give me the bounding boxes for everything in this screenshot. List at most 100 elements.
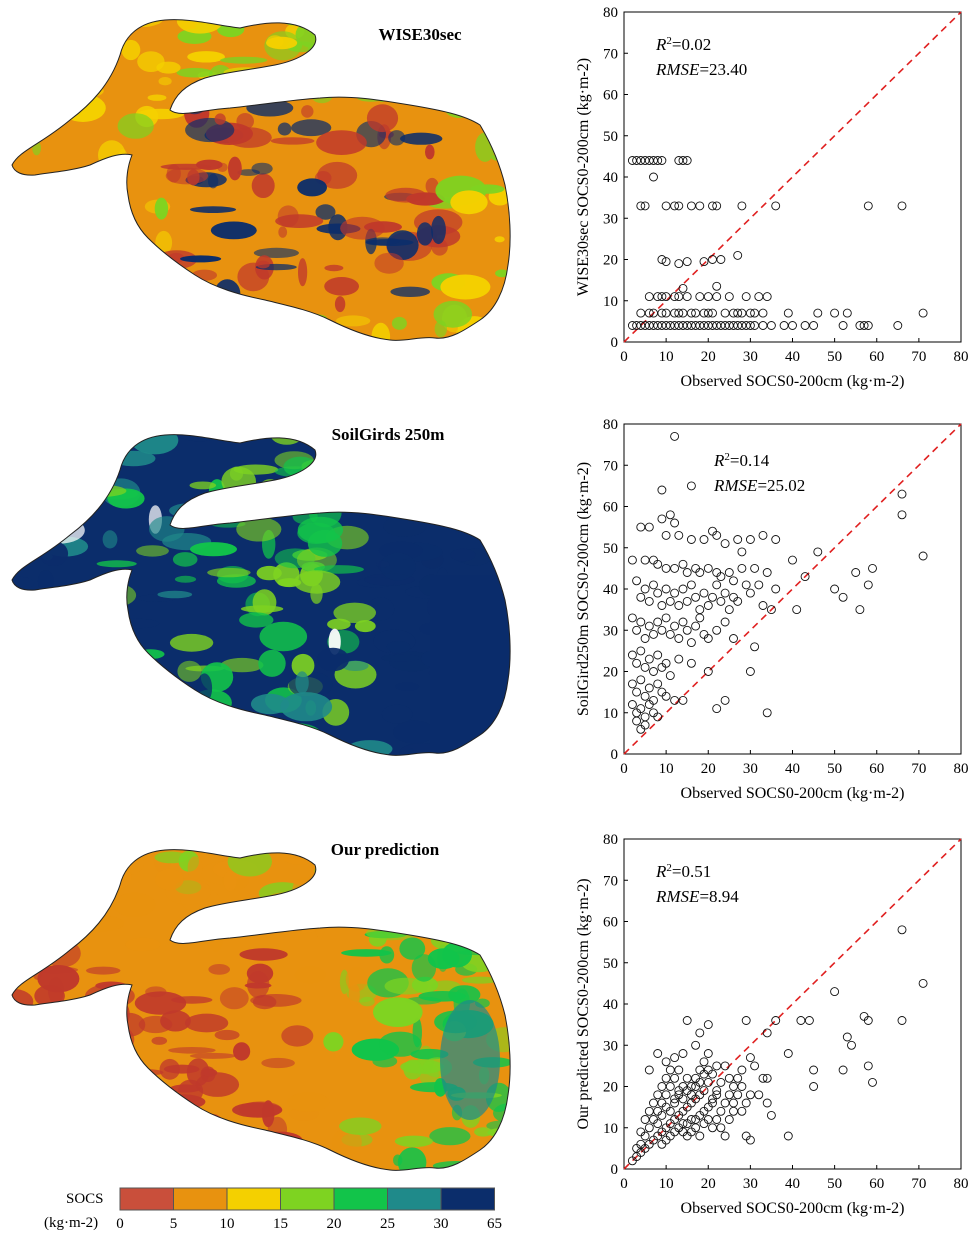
data-point-7 (644, 522, 654, 532)
data-point-14 (804, 1016, 814, 1025)
y-tick-label-30: 30 (603, 1038, 618, 1054)
data-point-129 (678, 695, 688, 705)
y-tick-label-70: 70 (603, 458, 618, 474)
data-point-2 (830, 987, 840, 997)
y-tick-label-10: 10 (603, 1121, 618, 1137)
data-point-33 (678, 283, 688, 293)
data-point-137 (653, 712, 663, 722)
legend-tick-4: 20 (327, 1216, 342, 1232)
data-point-90 (745, 1090, 755, 1100)
data-point-32 (716, 255, 726, 264)
x-tick-label-0: 0 (620, 761, 628, 777)
legend-tick-7: 65 (487, 1216, 502, 1232)
data-point-21 (737, 201, 747, 211)
x-tick-label-20: 20 (701, 349, 716, 365)
data-point-20 (712, 201, 722, 211)
data-point-4 (863, 1016, 873, 1025)
data-point-17 (783, 1049, 793, 1058)
map-title-1: WISE30sec (378, 25, 462, 44)
data-point-24 (897, 201, 907, 211)
y-tick-label-60: 60 (603, 915, 618, 931)
data-point-99 (733, 321, 743, 330)
data-point-15 (670, 201, 680, 211)
data-point-18 (695, 201, 705, 211)
data-point-58 (649, 580, 658, 590)
data-point-68 (691, 592, 701, 602)
data-point-50 (644, 308, 654, 318)
x-tick-label-20: 20 (701, 761, 716, 777)
rmse-annotation: RMSE=25.02 (713, 476, 805, 495)
data-point-142 (640, 720, 650, 730)
data-point-32 (716, 572, 726, 582)
x-tick-label-40: 40 (785, 761, 800, 777)
data-point-125 (653, 679, 663, 689)
x-tick-label-60: 60 (869, 761, 884, 777)
data-point-109 (712, 1115, 722, 1124)
data-point-74 (716, 596, 726, 606)
data-point-27 (661, 257, 671, 267)
rmse-annotation: RMSE=23.40 (655, 60, 747, 79)
data-point-107 (788, 321, 797, 330)
data-point-85 (724, 1115, 734, 1124)
x-tick-label-60: 60 (869, 349, 884, 365)
data-point-120 (632, 687, 642, 697)
data-point-82 (661, 321, 671, 330)
x-tick-label-50: 50 (827, 761, 842, 777)
data-point-37 (745, 1135, 755, 1145)
data-point-139 (686, 1090, 696, 1100)
one-to-one-line (623, 11, 962, 343)
legend-swatch-0 (119, 1187, 174, 1211)
data-point-128 (708, 1094, 717, 1104)
x-tick-label-10: 10 (659, 1176, 674, 1192)
data-point-34 (712, 281, 722, 291)
legend-tick-5: 25 (380, 1216, 395, 1232)
data-point-47 (863, 580, 873, 590)
data-point-86 (729, 1106, 738, 1116)
y-tick-label-0: 0 (611, 1162, 619, 1178)
data-point-5 (670, 518, 680, 528)
x-tick-label-70: 70 (911, 1176, 926, 1192)
data-point-6 (636, 522, 646, 532)
data-point-94 (649, 1098, 658, 1108)
data-point-126 (699, 1119, 709, 1129)
data-point-79 (745, 588, 755, 598)
data-point-113 (729, 1082, 738, 1091)
data-point-106 (632, 658, 642, 668)
data-point-121 (636, 675, 646, 685)
data-point-31 (758, 1073, 768, 1083)
y-tick-label-20: 20 (603, 665, 618, 681)
data-point-59 (653, 588, 663, 598)
data-point-93 (644, 1106, 654, 1116)
legend-swatch-1 (173, 1187, 228, 1211)
data-point-45 (724, 292, 734, 302)
data-point-51 (918, 551, 928, 561)
legend-title-line2: (kg·m-2) (44, 1215, 98, 1231)
data-point-78 (695, 1131, 705, 1141)
data-point-3 (665, 510, 675, 520)
data-point-27 (653, 1049, 663, 1058)
x-tick-label-0: 0 (620, 349, 628, 365)
data-point-19 (741, 1016, 751, 1025)
data-point-72 (670, 1073, 680, 1083)
y-axis-label: WISE30sec SOCS0-200cm (kg·m-2) (575, 58, 592, 296)
y-tick-label-80: 80 (603, 5, 618, 21)
data-point-116 (686, 658, 696, 668)
y-axis-label: SoilGird250m SOCS0-200cm (kg·m-2) (575, 462, 592, 716)
legend-tick-3: 15 (273, 1216, 288, 1232)
data-point-28 (674, 259, 684, 269)
data-point-19 (771, 535, 781, 544)
data-point-41 (788, 555, 797, 565)
y-tick-label-60: 60 (603, 88, 618, 104)
data-point-68 (758, 308, 768, 318)
y-tick-label-50: 50 (603, 541, 618, 557)
r2-annotation: R2=0.02 (655, 35, 711, 54)
data-point-105 (766, 321, 776, 330)
data-point-133 (636, 704, 646, 714)
data-point-38 (754, 580, 764, 590)
data-point-132 (657, 1110, 667, 1120)
data-point-2 (636, 156, 646, 165)
x-tick-label-80: 80 (954, 761, 969, 777)
y-tick-label-50: 50 (603, 956, 618, 972)
data-point-13 (712, 530, 722, 540)
data-point-1 (918, 978, 928, 988)
